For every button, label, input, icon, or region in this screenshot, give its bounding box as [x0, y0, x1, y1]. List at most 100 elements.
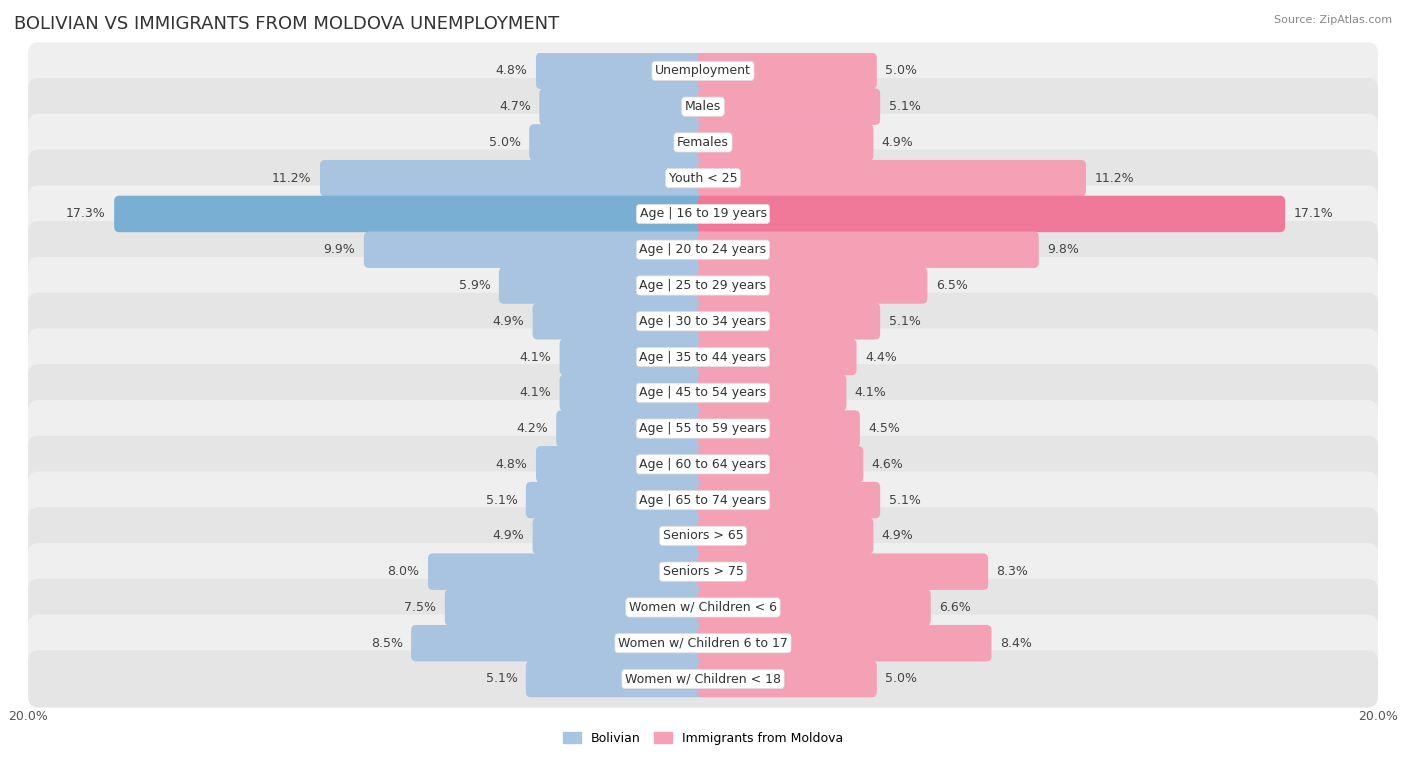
FancyBboxPatch shape [697, 339, 856, 375]
Text: Women w/ Children 6 to 17: Women w/ Children 6 to 17 [619, 637, 787, 650]
Text: 4.9%: 4.9% [492, 529, 524, 542]
Text: Source: ZipAtlas.com: Source: ZipAtlas.com [1274, 15, 1392, 25]
Text: Age | 25 to 29 years: Age | 25 to 29 years [640, 279, 766, 292]
Text: Seniors > 65: Seniors > 65 [662, 529, 744, 542]
FancyBboxPatch shape [28, 436, 1378, 493]
Text: 4.1%: 4.1% [519, 386, 551, 399]
FancyBboxPatch shape [697, 267, 928, 304]
FancyBboxPatch shape [28, 400, 1378, 457]
FancyBboxPatch shape [28, 364, 1378, 422]
FancyBboxPatch shape [697, 446, 863, 483]
Text: Age | 45 to 54 years: Age | 45 to 54 years [640, 386, 766, 399]
Text: 8.5%: 8.5% [371, 637, 402, 650]
Text: 17.3%: 17.3% [66, 207, 105, 220]
Text: 8.4%: 8.4% [1000, 637, 1032, 650]
FancyBboxPatch shape [560, 375, 709, 411]
Text: 8.0%: 8.0% [388, 565, 419, 578]
FancyBboxPatch shape [697, 89, 880, 125]
FancyBboxPatch shape [697, 482, 880, 519]
Text: Age | 20 to 24 years: Age | 20 to 24 years [640, 243, 766, 256]
FancyBboxPatch shape [533, 303, 709, 339]
Text: 4.8%: 4.8% [496, 458, 527, 471]
FancyBboxPatch shape [697, 232, 1039, 268]
FancyBboxPatch shape [28, 543, 1378, 600]
FancyBboxPatch shape [411, 625, 709, 662]
Text: 11.2%: 11.2% [1094, 172, 1135, 185]
Text: Youth < 25: Youth < 25 [669, 172, 737, 185]
FancyBboxPatch shape [697, 625, 991, 662]
Text: 4.9%: 4.9% [882, 136, 914, 149]
FancyBboxPatch shape [697, 518, 873, 554]
FancyBboxPatch shape [28, 472, 1378, 528]
FancyBboxPatch shape [697, 661, 877, 697]
Text: 8.3%: 8.3% [997, 565, 1028, 578]
FancyBboxPatch shape [526, 661, 709, 697]
FancyBboxPatch shape [536, 53, 709, 89]
FancyBboxPatch shape [560, 339, 709, 375]
FancyBboxPatch shape [529, 124, 709, 160]
Text: Age | 16 to 19 years: Age | 16 to 19 years [640, 207, 766, 220]
Text: 5.1%: 5.1% [485, 672, 517, 686]
Text: 4.5%: 4.5% [869, 422, 900, 435]
FancyBboxPatch shape [28, 293, 1378, 350]
Legend: Bolivian, Immigrants from Moldova: Bolivian, Immigrants from Moldova [558, 727, 848, 750]
Text: 5.1%: 5.1% [889, 494, 921, 506]
FancyBboxPatch shape [444, 589, 709, 626]
FancyBboxPatch shape [28, 579, 1378, 636]
Text: 5.9%: 5.9% [458, 279, 491, 292]
Text: 9.8%: 9.8% [1047, 243, 1078, 256]
Text: 4.1%: 4.1% [855, 386, 887, 399]
Text: 4.2%: 4.2% [516, 422, 548, 435]
FancyBboxPatch shape [28, 257, 1378, 314]
FancyBboxPatch shape [697, 410, 860, 447]
FancyBboxPatch shape [28, 114, 1378, 171]
FancyBboxPatch shape [28, 221, 1378, 279]
Text: 5.1%: 5.1% [889, 100, 921, 113]
Text: Age | 30 to 34 years: Age | 30 to 34 years [640, 315, 766, 328]
FancyBboxPatch shape [28, 78, 1378, 136]
Text: 6.6%: 6.6% [939, 601, 972, 614]
Text: 5.0%: 5.0% [886, 64, 917, 77]
Text: 4.1%: 4.1% [519, 350, 551, 363]
Text: Age | 60 to 64 years: Age | 60 to 64 years [640, 458, 766, 471]
FancyBboxPatch shape [697, 303, 880, 339]
Text: 6.5%: 6.5% [936, 279, 967, 292]
FancyBboxPatch shape [364, 232, 709, 268]
Text: Age | 65 to 74 years: Age | 65 to 74 years [640, 494, 766, 506]
Text: Unemployment: Unemployment [655, 64, 751, 77]
FancyBboxPatch shape [28, 650, 1378, 708]
FancyBboxPatch shape [540, 89, 709, 125]
FancyBboxPatch shape [697, 589, 931, 626]
FancyBboxPatch shape [697, 124, 873, 160]
Text: BOLIVIAN VS IMMIGRANTS FROM MOLDOVA UNEMPLOYMENT: BOLIVIAN VS IMMIGRANTS FROM MOLDOVA UNEM… [14, 15, 560, 33]
Text: 7.5%: 7.5% [405, 601, 436, 614]
Text: Females: Females [678, 136, 728, 149]
Text: Women w/ Children < 6: Women w/ Children < 6 [628, 601, 778, 614]
FancyBboxPatch shape [28, 507, 1378, 565]
FancyBboxPatch shape [28, 150, 1378, 207]
FancyBboxPatch shape [114, 196, 709, 232]
Text: Age | 35 to 44 years: Age | 35 to 44 years [640, 350, 766, 363]
Text: 17.1%: 17.1% [1294, 207, 1333, 220]
Text: Males: Males [685, 100, 721, 113]
FancyBboxPatch shape [28, 615, 1378, 671]
Text: 4.9%: 4.9% [882, 529, 914, 542]
FancyBboxPatch shape [697, 53, 877, 89]
Text: 5.1%: 5.1% [889, 315, 921, 328]
FancyBboxPatch shape [557, 410, 709, 447]
FancyBboxPatch shape [28, 42, 1378, 99]
Text: 4.8%: 4.8% [496, 64, 527, 77]
FancyBboxPatch shape [28, 329, 1378, 385]
Text: 4.4%: 4.4% [865, 350, 897, 363]
FancyBboxPatch shape [526, 482, 709, 519]
FancyBboxPatch shape [536, 446, 709, 483]
Text: 4.9%: 4.9% [492, 315, 524, 328]
Text: 5.0%: 5.0% [489, 136, 520, 149]
Text: 5.0%: 5.0% [886, 672, 917, 686]
FancyBboxPatch shape [697, 196, 1285, 232]
Text: 9.9%: 9.9% [323, 243, 356, 256]
FancyBboxPatch shape [697, 553, 988, 590]
Text: 11.2%: 11.2% [271, 172, 312, 185]
FancyBboxPatch shape [499, 267, 709, 304]
FancyBboxPatch shape [697, 375, 846, 411]
